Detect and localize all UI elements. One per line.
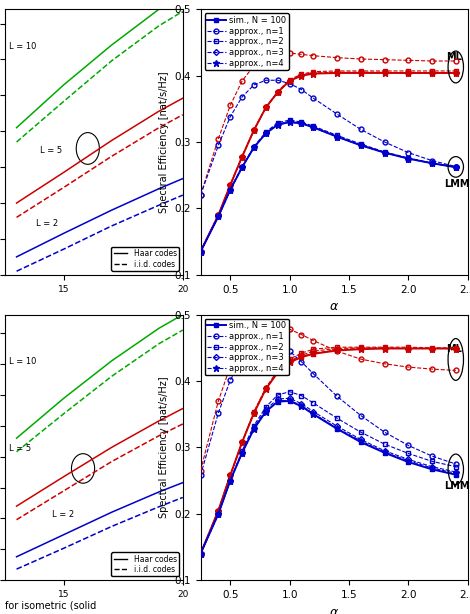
Legend: Haar codes, i.i.d. codes: Haar codes, i.i.d. codes <box>111 553 179 577</box>
Text: ML: ML <box>446 52 462 62</box>
Legend: sim., N = 100, approx., n=1, approx., n=2, approx., n=3, approx., n=4: sim., N = 100, approx., n=1, approx., n=… <box>205 319 289 376</box>
Text: for isometric (solid: for isometric (solid <box>5 601 96 611</box>
Text: ML: ML <box>446 344 462 354</box>
Text: L = 5: L = 5 <box>40 146 63 155</box>
Legend: sim., N = 100, approx., n=1, approx., n=2, approx., n=3, approx., n=4: sim., N = 100, approx., n=1, approx., n=… <box>205 14 289 70</box>
Text: L = 2: L = 2 <box>52 510 74 519</box>
X-axis label: $\alpha$: $\alpha$ <box>329 300 339 313</box>
Y-axis label: Spectral Efficiency [nat/s/Hz]: Spectral Efficiency [nat/s/Hz] <box>159 376 169 518</box>
Text: (a): (a) <box>325 317 343 330</box>
X-axis label: $\alpha$: $\alpha$ <box>329 605 339 614</box>
Text: L = 10: L = 10 <box>9 42 37 51</box>
Text: LMMS: LMMS <box>444 179 470 188</box>
Text: L = 5: L = 5 <box>9 443 31 453</box>
Text: L = 10: L = 10 <box>9 357 37 366</box>
Text: L = 2: L = 2 <box>36 219 58 228</box>
Y-axis label: Spectral Efficiency [nat/s/Hz]: Spectral Efficiency [nat/s/Hz] <box>159 71 169 213</box>
Text: LMMS: LMMS <box>444 481 470 491</box>
Legend: Haar codes, i.i.d. codes: Haar codes, i.i.d. codes <box>111 247 179 271</box>
